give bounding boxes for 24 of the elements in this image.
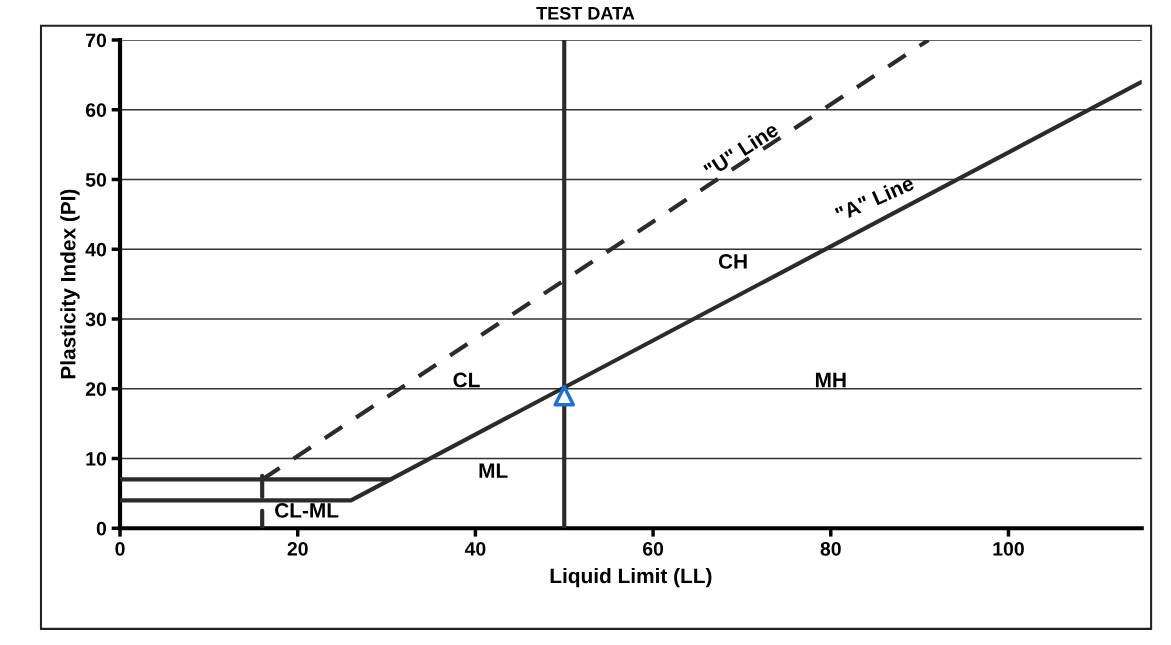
y-tick-label: 10 [86,451,107,466]
y-tick-label: 30 [85,312,107,327]
y-tick-label: 50 [85,172,107,187]
annotation: MH [815,372,846,388]
x-tick-label: 0 [115,541,125,556]
annotation: CL-ML [275,503,339,518]
x-tick-label: 20 [287,541,308,556]
y-tick-label: 60 [85,103,107,117]
x-tick-label: 100 [993,541,1024,556]
annotation: CL [453,372,480,388]
x-axis-title: Liquid Limit (LL) [550,567,712,588]
annotation: CH [718,254,747,269]
y-tick-label: 40 [85,242,107,257]
annotation: ML [479,463,508,478]
x-tick-label: 40 [464,541,486,556]
x-tick-label: 80 [820,541,841,556]
annotation: "A" Line [834,174,915,222]
y-tick-label: 70 [86,33,107,48]
y-tick-label: 20 [85,382,107,396]
annotation: "U" Line [702,121,780,179]
y-axis-title: Plasticity Index (PI) [60,189,80,379]
chart-title: TEST DATA [536,6,635,20]
x-tick-label: 60 [642,541,664,556]
y-tick-label: 0 [96,521,107,536]
